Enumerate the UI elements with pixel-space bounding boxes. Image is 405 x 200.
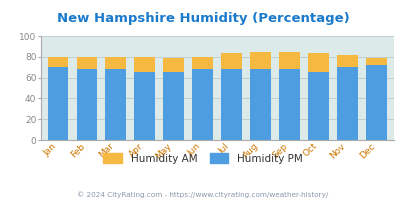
Bar	[336, 55, 357, 67]
Bar	[307, 53, 328, 72]
Bar	[76, 69, 97, 140]
Text: © 2024 CityRating.com - https://www.cityrating.com/weather-history/: © 2024 CityRating.com - https://www.city…	[77, 191, 328, 198]
Bar	[221, 53, 241, 69]
Bar	[365, 65, 386, 140]
Bar	[192, 57, 213, 69]
Bar	[105, 57, 126, 69]
Bar	[279, 52, 299, 69]
Bar	[307, 72, 328, 140]
Bar	[134, 72, 155, 140]
Legend: Humidity AM, Humidity PM: Humidity AM, Humidity PM	[99, 149, 306, 168]
Bar	[336, 67, 357, 140]
Bar	[279, 69, 299, 140]
Bar	[163, 58, 184, 72]
Bar	[221, 69, 241, 140]
Bar	[163, 72, 184, 140]
Bar	[249, 52, 271, 69]
Text: New Hampshire Humidity (Percentage): New Hampshire Humidity (Percentage)	[56, 12, 349, 25]
Bar	[76, 57, 97, 69]
Bar	[47, 67, 68, 140]
Bar	[365, 58, 386, 65]
Bar	[249, 69, 271, 140]
Bar	[192, 69, 213, 140]
Bar	[134, 57, 155, 72]
Bar	[105, 69, 126, 140]
Bar	[47, 57, 68, 67]
